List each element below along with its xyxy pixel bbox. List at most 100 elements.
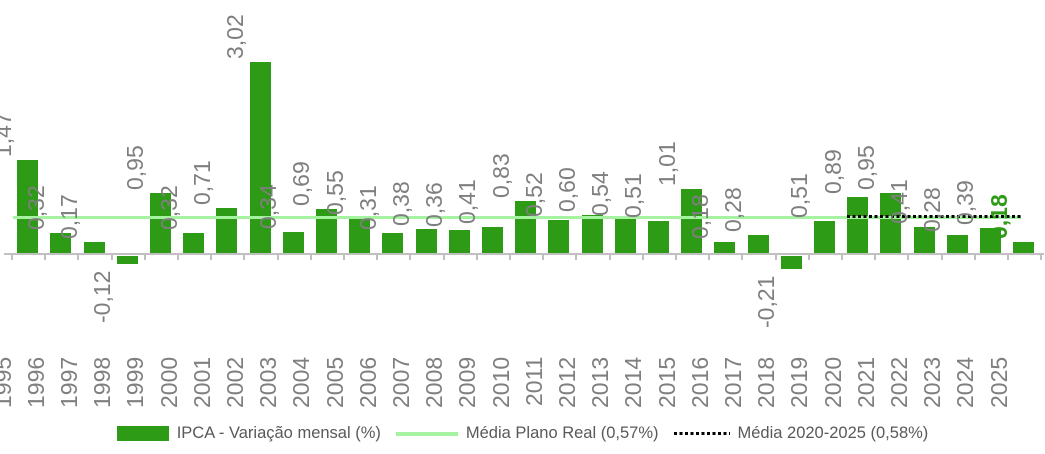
x-axis-label-2014: 2014 [620, 356, 647, 408]
bar-value-label-2023: 0,28 [919, 187, 946, 233]
x-axis-label-2015: 2015 [653, 356, 680, 408]
bar-2005[interactable] [349, 218, 371, 253]
x-axis-label-2012: 2012 [554, 356, 580, 408]
legend-label-media-2020-2025: Média 2020-2025 (0,58%) [737, 424, 929, 442]
x-axis-tick [940, 253, 943, 260]
x-axis-label-2011: 2011 [520, 356, 547, 406]
bar-1996[interactable] [50, 232, 72, 253]
bar-2010[interactable] [515, 200, 537, 253]
legend-item-ipca[interactable]: IPCA - Variação mensal (%) [116, 424, 381, 443]
x-axis-label-2010: 2010 [487, 356, 514, 408]
bar-value-label-2021: 0,95 [852, 145, 879, 190]
x-axis-tick [143, 253, 146, 260]
bar-2023[interactable] [946, 235, 968, 253]
bar-value-label-2019: 0,51 [786, 173, 813, 218]
bar-value-label-2012: 0,60 [554, 167, 580, 213]
bar-value-label-2005: 0,55 [321, 170, 348, 216]
bar-2001[interactable] [216, 208, 238, 253]
x-axis-label-1995: 1995 [0, 356, 16, 408]
bar-value-label-2013: 0,54 [587, 171, 614, 216]
x-axis-tick [243, 253, 246, 260]
bar-value-label-2011: 0,52 [520, 172, 547, 218]
bar-2015[interactable] [681, 189, 703, 253]
bar-2014[interactable] [647, 220, 669, 253]
bar-2019[interactable] [813, 220, 835, 253]
bar-2020[interactable] [847, 196, 869, 253]
bar-value-label-2004: 0,69 [288, 161, 315, 207]
bar-value-label-1997: 0,17 [56, 194, 82, 240]
x-axis-label-2000: 2000 [155, 356, 182, 408]
bar-2004[interactable] [315, 209, 337, 253]
x-axis-label-2018: 2018 [753, 356, 780, 408]
bar-value-label-2009: 0,41 [454, 179, 481, 225]
x-axis-tick [542, 253, 545, 260]
bar-2003[interactable] [282, 231, 304, 253]
x-axis-label-2017: 2017 [720, 356, 746, 408]
x-axis-tick [77, 253, 80, 260]
bar-2002[interactable] [249, 62, 271, 253]
bar-2022[interactable] [913, 227, 935, 253]
x-axis-tick [309, 253, 312, 260]
bar-value-label-2003: 0,34 [255, 183, 282, 229]
bar-2012[interactable] [581, 215, 603, 253]
legend-item-media-2020-2025[interactable]: Média 2020-2025 (0,58%) [673, 424, 929, 443]
bar-value-label-2024: 0,39 [952, 180, 979, 226]
bar-2025[interactable] [1013, 241, 1035, 253]
x-axis-line [4, 253, 1045, 255]
x-axis-tick [708, 253, 711, 260]
bar-1999[interactable] [149, 193, 171, 253]
bar-value-label-2001: 0,71 [188, 160, 215, 206]
x-axis-label-2016: 2016 [686, 356, 713, 408]
x-axis-label-2002: 2002 [222, 356, 248, 408]
x-axis-label-1996: 1996 [22, 356, 49, 408]
bar-2007[interactable] [415, 229, 437, 253]
x-axis-tick [442, 253, 445, 260]
bar-1998[interactable] [116, 256, 138, 264]
bar-2006[interactable] [382, 233, 404, 253]
bar-2008[interactable] [448, 230, 470, 253]
bar-value-label-2020: 0,89 [819, 149, 846, 194]
bar-2016[interactable] [714, 241, 736, 253]
bar-1995[interactable] [17, 160, 39, 253]
x-axis-tick [210, 253, 213, 260]
legend-label-media-plano-real: Média Plano Real (0,57%) [465, 424, 659, 442]
x-axis-label-2003: 2003 [255, 356, 282, 408]
bar-value-label-2022: 0,41 [886, 179, 912, 225]
legend-item-media-plano-real[interactable]: Média Plano Real (0,57%) [395, 424, 659, 443]
bar-value-label-2000: 0,32 [155, 185, 182, 230]
x-axis-tick [509, 253, 511, 260]
x-axis-tick [874, 253, 877, 260]
bar-2009[interactable] [481, 227, 503, 253]
bar-value-label-2025: 0,18 [985, 193, 1012, 239]
bar-2000[interactable] [183, 232, 205, 253]
x-axis-tick [409, 253, 412, 260]
legend-line-swatch [395, 431, 458, 436]
x-axis-tick [641, 253, 644, 260]
x-axis-tick [741, 253, 744, 260]
bar-2024[interactable] [979, 228, 1001, 253]
bar-2011[interactable] [548, 220, 570, 253]
bar-2017[interactable] [747, 235, 769, 253]
x-axis-tick [44, 253, 47, 260]
x-axis-label-2025: 2025 [985, 356, 1012, 408]
bar-value-label-2018: -0,21 [753, 275, 780, 329]
bar-2021[interactable] [880, 193, 902, 253]
bar-value-label-2002: 3,02 [222, 14, 248, 60]
bar-2013[interactable] [614, 218, 636, 253]
bar-2018[interactable] [780, 256, 802, 270]
x-axis-tick [276, 253, 279, 260]
x-axis-label-2006: 2006 [354, 356, 381, 408]
x-axis-label-1997: 1997 [56, 356, 82, 408]
x-axis-tick [575, 253, 578, 260]
chart-legend: IPCA - Variação mensal (%) Média Plano R… [0, 424, 1045, 443]
x-axis-tick [376, 253, 379, 260]
x-axis-tick [973, 253, 976, 260]
bar-value-label-1999: 0,95 [122, 145, 149, 190]
x-axis-label-2022: 2022 [886, 356, 912, 408]
x-axis-tick [110, 253, 113, 260]
bar-1997[interactable] [83, 242, 105, 253]
x-axis-label-2007: 2007 [388, 356, 414, 408]
bar-value-label-1998: -0,12 [89, 270, 116, 323]
